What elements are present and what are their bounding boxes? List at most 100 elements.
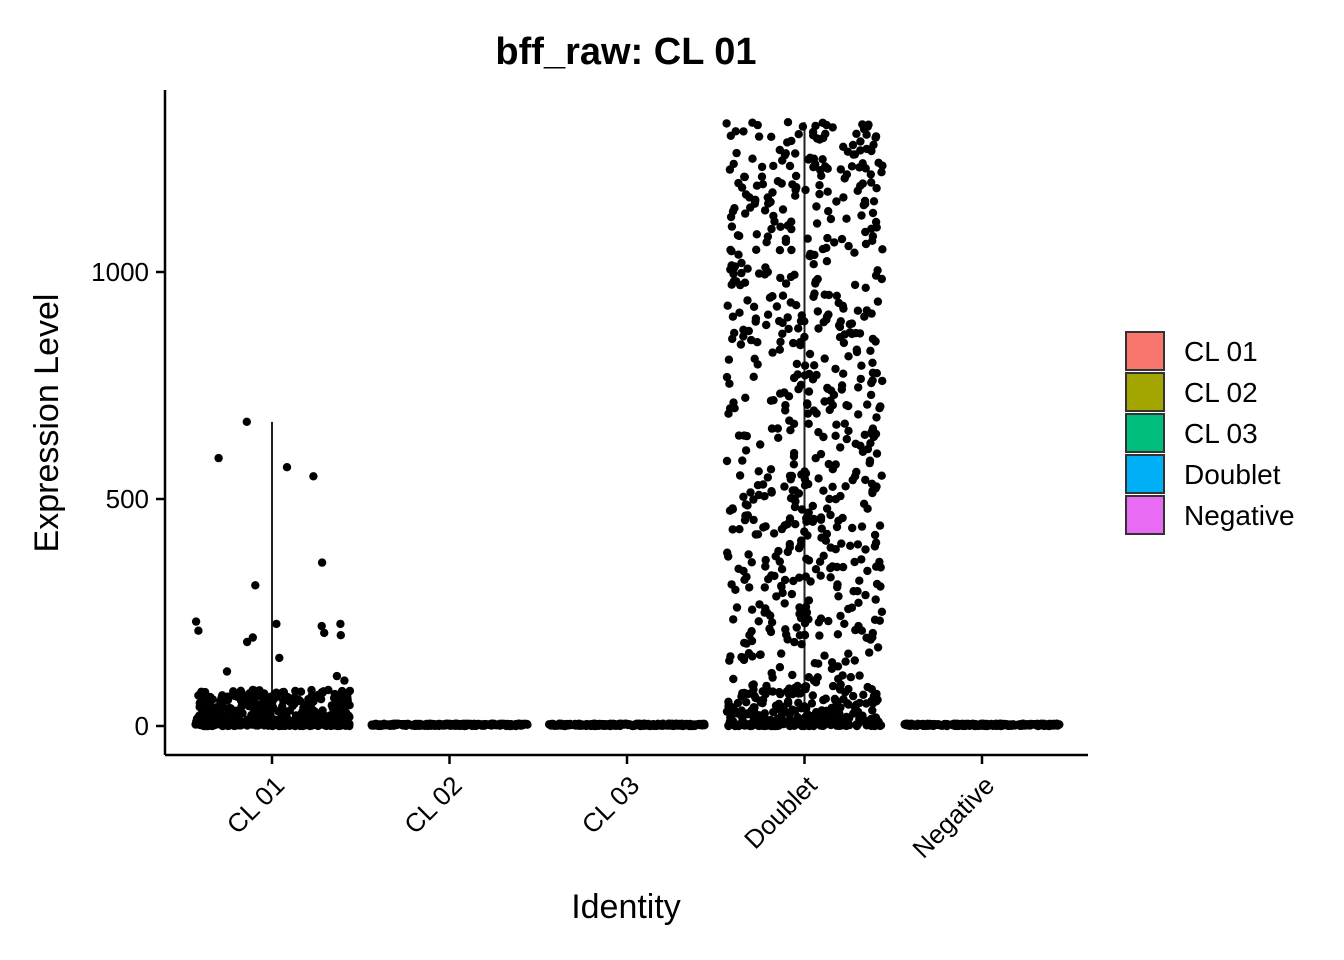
- point-doublet: [833, 582, 842, 592]
- point-cl-01: [290, 699, 299, 709]
- point-doublet: [768, 348, 777, 357]
- point-doublet: [842, 214, 851, 223]
- point-doublet: [742, 572, 751, 582]
- point-doublet: [729, 674, 738, 684]
- point-cl-01: [316, 711, 326, 721]
- point-doublet: [767, 618, 777, 627]
- point-doublet: [786, 426, 795, 435]
- point-doublet: [833, 630, 843, 639]
- point-doublet: [777, 524, 787, 534]
- point-negative: [1033, 720, 1043, 729]
- x-tick-label: CL 02: [398, 770, 468, 840]
- point-doublet: [860, 312, 869, 321]
- point-doublet: [763, 267, 772, 277]
- point-doublet: [823, 187, 832, 196]
- point-doublet: [852, 345, 861, 354]
- point-doublet: [818, 118, 827, 128]
- point-cl-03: [695, 720, 704, 730]
- point-doublet: [798, 122, 808, 131]
- point-doublet: [774, 546, 783, 556]
- point-doublet: [769, 396, 778, 405]
- point-doublet: [845, 328, 855, 337]
- point-doublet: [861, 164, 870, 173]
- point-doublet: [868, 334, 878, 344]
- point-doublet: [794, 544, 804, 553]
- point-doublet: [785, 416, 794, 425]
- legend-swatch: [1125, 331, 1165, 371]
- point-doublet: [808, 501, 817, 511]
- point-doublet: [871, 133, 880, 142]
- point-doublet: [872, 223, 881, 232]
- point-doublet: [811, 716, 820, 725]
- point-doublet: [725, 656, 734, 665]
- point-doublet: [869, 197, 879, 206]
- point-doublet: [788, 180, 797, 189]
- point-doublet: [728, 207, 738, 216]
- point-cl-03: [657, 721, 666, 730]
- point-doublet: [838, 671, 847, 680]
- point-doublet: [796, 689, 805, 698]
- point-cl-02: [448, 720, 457, 729]
- point-doublet: [735, 231, 744, 241]
- point-cl-01: [296, 687, 306, 696]
- point-doublet: [868, 358, 877, 367]
- point-doublet: [739, 653, 749, 663]
- point-doublet: [789, 338, 798, 348]
- point-doublet: [868, 232, 878, 241]
- point-doublet: [840, 619, 849, 628]
- points-layer: [191, 118, 1064, 731]
- point-doublet: [844, 649, 853, 658]
- point-cl-01: [197, 687, 206, 696]
- point-doublet: [724, 552, 733, 561]
- point-doublet: [822, 243, 831, 253]
- point-doublet: [850, 280, 860, 290]
- point-cl-03: [639, 719, 648, 728]
- point-cl-01: [243, 721, 252, 730]
- point-doublet: [863, 566, 872, 576]
- point-doublet: [857, 361, 866, 370]
- point-doublet: [877, 168, 886, 177]
- point-cl-01: [345, 686, 355, 696]
- point-doublet: [863, 682, 872, 692]
- point-doublet: [766, 627, 776, 637]
- point-doublet: [793, 681, 802, 691]
- point-cl-01: [251, 581, 260, 590]
- point-doublet: [772, 302, 782, 311]
- point-doublet: [809, 292, 818, 301]
- point-doublet: [804, 596, 814, 605]
- point-doublet: [827, 658, 837, 667]
- legend-swatch: [1125, 372, 1165, 412]
- point-doublet: [785, 514, 795, 523]
- point-doublet: [877, 471, 886, 480]
- point-doublet: [783, 138, 792, 147]
- point-doublet: [755, 650, 765, 659]
- point-doublet: [722, 372, 732, 382]
- point-doublet: [854, 410, 863, 419]
- point-doublet: [854, 719, 863, 728]
- point-negative: [957, 721, 966, 730]
- point-cl-01: [313, 721, 322, 730]
- point-negative: [920, 721, 930, 731]
- point-doublet: [748, 154, 757, 163]
- point-doublet: [768, 188, 777, 197]
- point-doublet: [772, 592, 781, 601]
- point-doublet: [845, 320, 855, 329]
- point-doublet: [726, 131, 735, 140]
- point-doublet: [780, 599, 789, 608]
- point-doublet: [754, 132, 764, 141]
- point-doublet: [791, 520, 800, 529]
- point-doublet: [789, 576, 798, 586]
- point-cl-02: [490, 720, 499, 729]
- point-doublet: [868, 628, 877, 638]
- point-doublet: [805, 349, 815, 359]
- point-doublet: [731, 585, 740, 594]
- point-doublet: [804, 419, 813, 428]
- point-doublet: [830, 238, 839, 247]
- point-doublet: [839, 695, 848, 704]
- legend-label: CL 03: [1184, 418, 1258, 449]
- point-doublet: [826, 396, 835, 405]
- point-negative: [1007, 721, 1017, 730]
- point-doublet: [824, 616, 833, 626]
- point-doublet: [852, 129, 861, 138]
- point-doublet: [844, 352, 853, 361]
